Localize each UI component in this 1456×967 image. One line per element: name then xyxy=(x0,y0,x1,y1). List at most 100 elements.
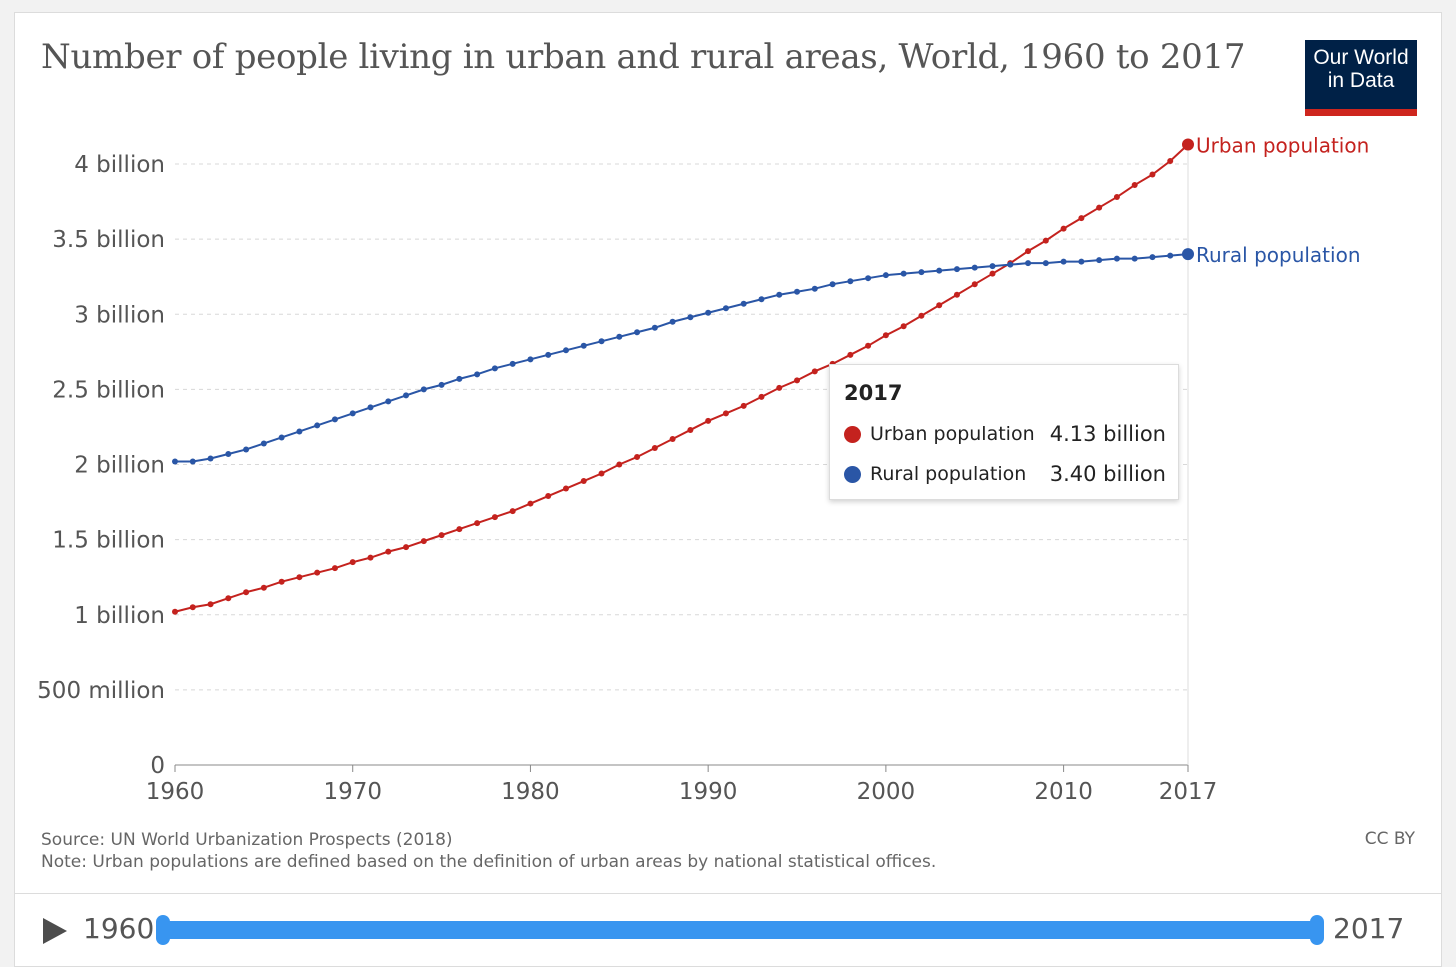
data-point xyxy=(598,470,605,477)
logo-accent-bar xyxy=(1305,109,1417,116)
chart-title: Number of people living in urban and rur… xyxy=(41,37,1246,77)
data-point xyxy=(651,324,658,331)
x-tick-label: 1990 xyxy=(679,779,738,805)
license-link[interactable]: CC BY xyxy=(1364,829,1415,849)
data-point xyxy=(509,360,516,367)
data-point xyxy=(1025,260,1032,267)
series-end-label: Urban population xyxy=(1196,133,1369,157)
data-point xyxy=(527,500,534,507)
timeline-end-year: 2017 xyxy=(1333,912,1405,945)
data-point xyxy=(545,351,552,358)
data-point xyxy=(403,392,410,399)
owid-logo[interactable]: Our World in Data xyxy=(1305,40,1417,116)
data-point xyxy=(367,404,374,411)
x-tick-label: 2010 xyxy=(1034,779,1093,805)
data-point xyxy=(705,417,712,424)
y-tick-label: 3 billion xyxy=(74,302,165,328)
data-point xyxy=(1078,215,1085,222)
data-point xyxy=(722,410,729,417)
data-point xyxy=(1060,258,1067,265)
data-point xyxy=(616,461,623,468)
data-point xyxy=(562,485,569,492)
data-point xyxy=(1078,258,1085,265)
data-point xyxy=(403,544,410,551)
y-tick-label: 4 billion xyxy=(74,152,165,178)
data-point xyxy=(1149,254,1156,261)
data-point xyxy=(811,285,818,292)
urban-dot-icon xyxy=(844,426,861,443)
x-tick-label: 1960 xyxy=(146,779,205,805)
data-point xyxy=(989,263,996,270)
y-tick-label: 2 billion xyxy=(74,453,165,479)
data-point xyxy=(882,332,889,339)
play-icon[interactable] xyxy=(43,918,67,944)
y-tick-label: 0 xyxy=(150,753,165,779)
data-point xyxy=(225,450,232,457)
data-point xyxy=(758,296,765,303)
data-point xyxy=(1131,255,1138,262)
data-point xyxy=(1167,252,1174,259)
data-point xyxy=(420,538,427,545)
data-point xyxy=(207,455,214,462)
timeline-start-handle[interactable] xyxy=(156,915,170,945)
data-point xyxy=(172,458,178,465)
data-point xyxy=(278,578,285,585)
data-point xyxy=(865,342,872,349)
data-point xyxy=(420,386,427,393)
data-point xyxy=(1167,157,1174,164)
data-point xyxy=(1025,248,1032,255)
data-point xyxy=(456,526,463,533)
data-point xyxy=(794,288,801,295)
tooltip-series-value: 3.40 billion xyxy=(1049,462,1166,486)
data-point xyxy=(829,281,836,288)
data-point xyxy=(438,381,445,388)
data-point xyxy=(918,312,925,319)
data-point xyxy=(758,393,765,400)
data-point xyxy=(953,266,960,273)
data-point xyxy=(936,302,943,309)
y-tick-label: 3.5 billion xyxy=(52,227,165,253)
data-point xyxy=(900,323,907,330)
data-point xyxy=(776,291,783,298)
data-point xyxy=(1096,257,1103,264)
data-point xyxy=(260,440,267,447)
tooltip-row-rural: Rural population 3.40 billion xyxy=(844,461,1166,489)
logo-line-1: Our World xyxy=(1313,46,1409,69)
data-point xyxy=(580,478,587,485)
data-point xyxy=(740,402,747,409)
data-point xyxy=(225,595,232,602)
x-tick-label: 1980 xyxy=(501,779,560,805)
data-point xyxy=(1096,204,1103,211)
data-point xyxy=(1113,194,1120,201)
data-point xyxy=(385,548,392,555)
data-point xyxy=(1007,261,1014,268)
data-point xyxy=(331,416,338,423)
data-point xyxy=(349,410,356,417)
data-point xyxy=(616,333,623,340)
tooltip-row-urban: Urban population 4.13 billion xyxy=(844,421,1166,449)
data-point xyxy=(474,371,481,378)
data-point xyxy=(491,365,498,372)
series-line-rural xyxy=(175,253,1189,463)
data-point xyxy=(651,444,658,451)
data-point xyxy=(314,569,321,576)
data-point xyxy=(936,267,943,274)
data-point xyxy=(207,601,214,608)
data-point xyxy=(278,434,285,441)
data-point xyxy=(811,368,818,375)
chart-frame: Number of people living in urban and rur… xyxy=(14,12,1442,967)
source-note: Source: UN World Urbanization Prospects … xyxy=(41,829,936,873)
series-line-urban xyxy=(174,143,1189,613)
data-point xyxy=(509,508,516,515)
timeline-track[interactable] xyxy=(161,921,1319,939)
timeline-end-handle[interactable] xyxy=(1310,915,1324,945)
data-point xyxy=(491,514,498,521)
tooltip-year: 2017 xyxy=(844,381,903,405)
data-point xyxy=(900,270,907,277)
x-tick-label: 1970 xyxy=(323,779,382,805)
data-point xyxy=(474,520,481,527)
data-point xyxy=(1060,225,1067,232)
y-tick-label: 1.5 billion xyxy=(52,528,165,554)
source-text: Source: UN World Urbanization Prospects … xyxy=(41,830,453,850)
rural-dot-icon xyxy=(844,466,861,483)
